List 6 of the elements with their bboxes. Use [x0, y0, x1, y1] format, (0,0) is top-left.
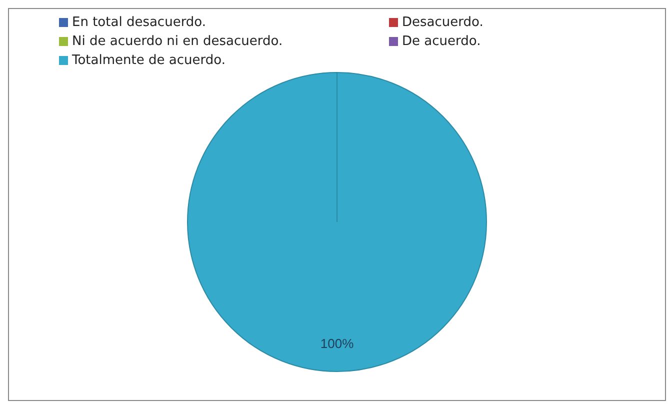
legend-label: Totalmente de acuerdo.	[72, 53, 226, 68]
legend-label: En total desacuerdo.	[72, 15, 206, 30]
legend-label: Ni de acuerdo ni en desacuerdo.	[72, 34, 283, 49]
legend-label: Desacuerdo.	[402, 15, 484, 30]
legend-label: De acuerdo.	[402, 34, 481, 49]
data-label: 100%	[320, 336, 354, 352]
